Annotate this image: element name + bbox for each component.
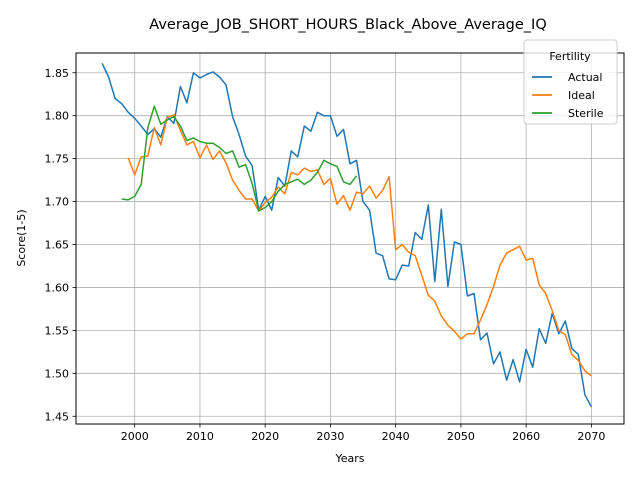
y-axis-label: Score(1-5): [15, 209, 28, 266]
y-tick-label: 1.50: [45, 367, 70, 380]
legend-label-sterile: Sterile: [568, 107, 604, 120]
legend-box: [523, 39, 618, 125]
legend: Fertility Actual Ideal Sterile: [523, 39, 618, 125]
x-axis-label: Years: [334, 452, 364, 465]
y-tick-label: 1.55: [45, 324, 70, 337]
x-tick-label: 2050: [447, 430, 475, 443]
x-tick-label: 2010: [186, 430, 214, 443]
y-axis-ticks: 1.45 1.50 1.55 1.60 1.65 1.70 1.75 1.80 1.85: [45, 67, 76, 423]
legend-title: Fertility: [549, 50, 591, 63]
x-tick-label: 2000: [121, 430, 149, 443]
x-tick-label: 2040: [382, 430, 410, 443]
y-tick-label: 1.45: [45, 410, 70, 423]
series-line-actual: [101, 62, 593, 408]
legend-label-ideal: Ideal: [568, 89, 595, 102]
series-line-sterile: [121, 105, 358, 212]
y-tick-label: 1.65: [45, 239, 70, 252]
plot-frame: [75, 52, 625, 425]
x-tick-label: 2030: [316, 430, 344, 443]
y-tick-label: 1.60: [45, 281, 70, 294]
series-layer: [101, 62, 593, 408]
chart-title: Average_JOB_SHORT_HOURS_Black_Above_Aver…: [149, 17, 547, 33]
x-tick-label: 2020: [251, 430, 279, 443]
x-axis-ticks: 2000 2010 2020 2030 2040 2050 2060 2070: [121, 424, 605, 443]
x-tick-label: 2070: [577, 430, 605, 443]
y-tick-label: 1.80: [45, 110, 70, 123]
series-line-ideal: [127, 114, 592, 377]
x-tick-label: 2060: [512, 430, 540, 443]
y-tick-label: 1.85: [45, 67, 70, 80]
legend-label-actual: Actual: [568, 71, 602, 84]
y-tick-label: 1.75: [45, 153, 70, 166]
y-tick-label: 1.70: [45, 196, 70, 209]
